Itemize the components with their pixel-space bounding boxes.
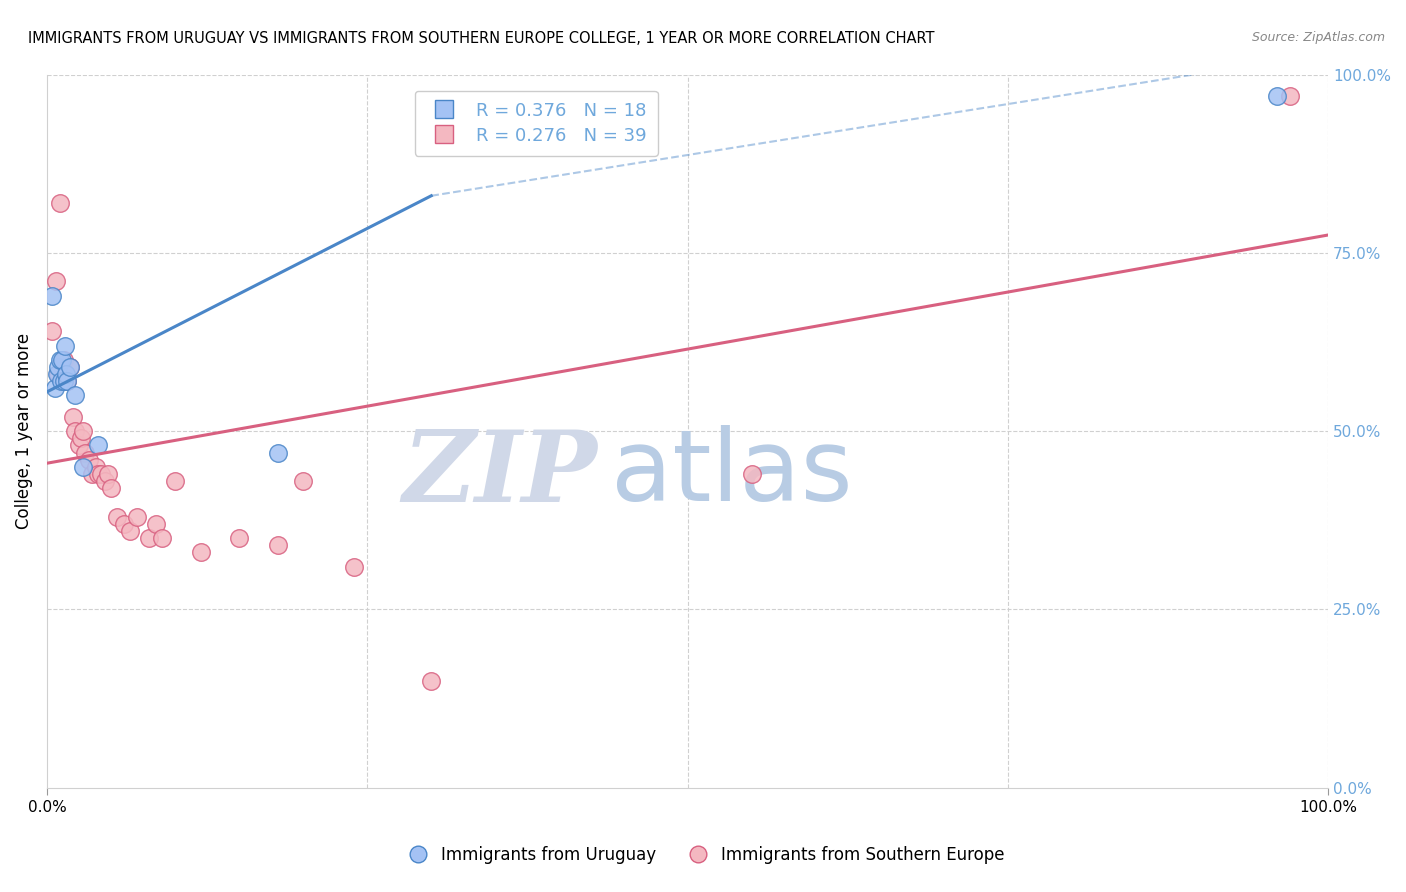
Point (90, 467, 112, 481)
Point (138, 531, 160, 545)
Point (62, 409, 84, 424)
Point (49, 374, 72, 388)
Point (292, 474, 315, 488)
Point (72, 459, 94, 474)
Point (56, 374, 79, 388)
Point (56, 374, 79, 388)
Text: ZIP: ZIP (404, 425, 598, 522)
Point (228, 531, 250, 545)
Point (97, 467, 120, 481)
Point (55, 367, 77, 381)
Point (190, 545, 212, 559)
Legend: Immigrants from Uruguay, Immigrants from Southern Europe: Immigrants from Uruguay, Immigrants from… (395, 839, 1011, 871)
Point (48, 352, 70, 367)
Point (48, 195, 70, 210)
Text: IMMIGRANTS FROM URUGUAY VS IMMIGRANTS FROM SOUTHERN EUROPE COLLEGE, 1 YEAR OR MO: IMMIGRANTS FROM URUGUAY VS IMMIGRANTS FR… (28, 31, 935, 46)
Point (44, 381, 66, 395)
Point (48, 367, 70, 381)
Point (51, 359, 73, 374)
Point (105, 509, 128, 524)
Y-axis label: College, 1 year or more: College, 1 year or more (15, 333, 32, 529)
Point (343, 559, 366, 574)
Point (80, 467, 103, 481)
Point (59, 359, 82, 374)
Point (75, 445, 97, 459)
Point (1265, 89, 1288, 103)
Point (266, 538, 288, 552)
Point (100, 481, 122, 495)
Point (41, 324, 63, 338)
Text: atlas: atlas (610, 425, 852, 523)
Point (1278, 89, 1301, 103)
Point (163, 474, 186, 488)
Point (63, 388, 86, 402)
Point (741, 467, 763, 481)
Point (112, 516, 135, 531)
Point (67, 438, 90, 452)
Point (420, 125, 443, 139)
Point (41, 288, 63, 302)
Point (150, 531, 173, 545)
Point (63, 424, 86, 438)
Point (51, 352, 73, 367)
Point (48, 359, 70, 374)
Point (59, 359, 82, 374)
Point (52, 352, 75, 367)
Point (53, 367, 76, 381)
Point (120, 524, 142, 538)
Point (45, 274, 67, 288)
Point (93, 474, 115, 488)
Point (70, 431, 93, 445)
Point (125, 509, 148, 524)
Text: Source: ZipAtlas.com: Source: ZipAtlas.com (1251, 31, 1385, 45)
Point (266, 445, 288, 459)
Point (87, 438, 110, 452)
Point (53, 338, 76, 352)
Point (145, 516, 167, 531)
Point (52, 374, 75, 388)
Point (77, 452, 100, 467)
Point (420, 673, 443, 688)
Point (87, 467, 110, 481)
Point (46, 367, 69, 381)
Legend: R = 0.376   N = 18, R = 0.276   N = 39: R = 0.376 N = 18, R = 0.276 N = 39 (415, 91, 658, 155)
Point (84, 459, 107, 474)
Point (72, 424, 94, 438)
